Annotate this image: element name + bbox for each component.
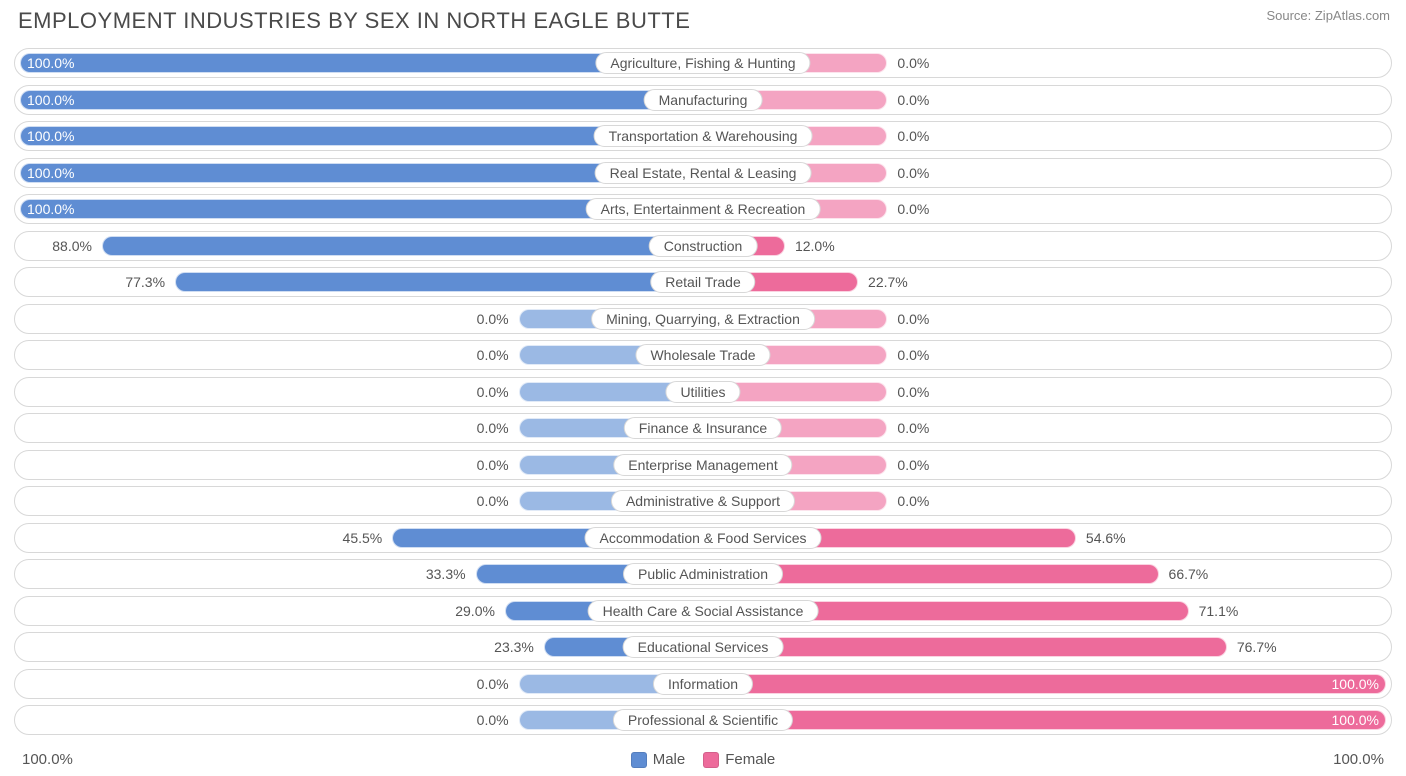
chart-row: 100.0% 0.0% Arts, Entertainment & Recreati…	[14, 194, 1392, 224]
pct-male-label: 77.3%	[125, 274, 165, 290]
pct-female-label: 0.0%	[897, 128, 929, 144]
chart-row: 100.0% 0.0% Professional & Scientific	[14, 705, 1392, 735]
pct-male-label: 100.0%	[27, 55, 74, 71]
category-label: Finance & Insurance	[624, 417, 782, 439]
pct-female-label: 0.0%	[897, 347, 929, 363]
legend: Male Female	[631, 751, 776, 768]
pct-male-label: 0.0%	[477, 311, 509, 327]
pct-female-label: 0.0%	[897, 311, 929, 327]
pct-female-label: 66.7%	[1169, 566, 1209, 582]
pct-male-label: 0.0%	[477, 493, 509, 509]
chart-footer: 100.0% Male Female 100.0%	[14, 751, 1392, 768]
category-label: Transportation & Warehousing	[594, 125, 813, 147]
chart-row: 77.3% 22.7% Retail Trade	[14, 267, 1392, 297]
pct-male-label: 100.0%	[27, 92, 74, 108]
pct-male-label: 88.0%	[52, 238, 92, 254]
chart-row: 23.3% 76.7% Educational Services	[14, 632, 1392, 662]
pct-female-label: 0.0%	[897, 165, 929, 181]
pct-male-label: 0.0%	[477, 676, 509, 692]
bar-male	[102, 236, 703, 256]
pct-female-label: 12.0%	[795, 238, 835, 254]
chart-row: 100.0% 0.0% Transportation & Warehousing	[14, 121, 1392, 151]
chart-title: EMPLOYMENT INDUSTRIES BY SEX IN NORTH EA…	[18, 8, 690, 34]
chart-row: 0.0% 0.0% Administrative & Support	[14, 486, 1392, 516]
pct-female-label: 76.7%	[1237, 639, 1277, 655]
legend-male: Male	[631, 751, 686, 768]
chart-row: 100.0% 0.0% Information	[14, 669, 1392, 699]
pct-male-label: 100.0%	[27, 201, 74, 217]
category-label: Accommodation & Food Services	[585, 527, 822, 549]
axis-left-label: 100.0%	[22, 751, 73, 768]
pct-female-label: 100.0%	[1332, 676, 1379, 692]
category-label: Public Administration	[623, 563, 783, 585]
category-label: Arts, Entertainment & Recreation	[586, 198, 821, 220]
chart-row: 88.0% 12.0% Construction	[14, 231, 1392, 261]
category-label: Wholesale Trade	[635, 344, 770, 366]
pct-female-label: 100.0%	[1332, 712, 1379, 728]
legend-female-swatch	[703, 752, 719, 768]
chart-row: 100.0% 0.0% Real Estate, Rental & Leasing	[14, 158, 1392, 188]
category-label: Agriculture, Fishing & Hunting	[595, 52, 810, 74]
pct-male-label: 23.3%	[494, 639, 534, 655]
pct-female-label: 0.0%	[897, 55, 929, 71]
pct-female-label: 0.0%	[897, 201, 929, 217]
category-label: Information	[653, 673, 753, 695]
chart-row: 45.5% 54.6% Accommodation & Food Services	[14, 523, 1392, 553]
bar-female: 100.0%	[703, 710, 1386, 730]
category-label: Utilities	[665, 381, 740, 403]
legend-male-label: Male	[653, 751, 686, 768]
pct-female-label: 54.6%	[1086, 530, 1126, 546]
category-label: Administrative & Support	[611, 490, 795, 512]
pct-male-label: 0.0%	[477, 712, 509, 728]
category-label: Enterprise Management	[613, 454, 792, 476]
chart-area: 100.0% 0.0% Agriculture, Fishing & Hunting…	[0, 38, 1406, 735]
chart-row: 0.0% 0.0% Enterprise Management	[14, 450, 1392, 480]
category-label: Health Care & Social Assistance	[588, 600, 819, 622]
chart-row: 29.0% 71.1% Health Care & Social Assistanc…	[14, 596, 1392, 626]
chart-row: 0.0% 0.0% Mining, Quarrying, & Extraction	[14, 304, 1392, 334]
pct-male-label: 0.0%	[477, 347, 509, 363]
pct-female-label: 71.1%	[1199, 603, 1239, 619]
pct-male-label: 29.0%	[455, 603, 495, 619]
pct-female-label: 0.0%	[897, 457, 929, 473]
category-label: Educational Services	[623, 636, 784, 658]
category-label: Manufacturing	[644, 89, 763, 111]
chart-row: 33.3% 66.7% Public Administration	[14, 559, 1392, 589]
chart-row: 100.0% 0.0% Agriculture, Fishing & Hunting	[14, 48, 1392, 78]
category-label: Mining, Quarrying, & Extraction	[591, 308, 815, 330]
chart-source: Source: ZipAtlas.com	[1266, 8, 1390, 23]
pct-male-label: 0.0%	[477, 420, 509, 436]
bar-female: 100.0%	[703, 674, 1386, 694]
pct-female-label: 22.7%	[868, 274, 908, 290]
axis-right-label: 100.0%	[1333, 751, 1384, 768]
chart-row: 0.0% 0.0% Utilities	[14, 377, 1392, 407]
bar-male: 100.0%	[20, 90, 703, 110]
pct-female-label: 0.0%	[897, 420, 929, 436]
category-label: Real Estate, Rental & Leasing	[595, 162, 812, 184]
bar-male	[175, 272, 703, 292]
category-label: Professional & Scientific	[613, 709, 793, 731]
pct-male-label: 33.3%	[426, 566, 466, 582]
pct-male-label: 0.0%	[477, 457, 509, 473]
chart-row: 100.0% 0.0% Manufacturing	[14, 85, 1392, 115]
pct-female-label: 0.0%	[897, 384, 929, 400]
pct-male-label: 100.0%	[27, 165, 74, 181]
pct-male-label: 100.0%	[27, 128, 74, 144]
legend-female-label: Female	[725, 751, 775, 768]
legend-female: Female	[703, 751, 775, 768]
pct-female-label: 0.0%	[897, 92, 929, 108]
category-label: Retail Trade	[650, 271, 755, 293]
pct-male-label: 45.5%	[343, 530, 383, 546]
pct-male-label: 0.0%	[477, 384, 509, 400]
category-label: Construction	[649, 235, 758, 257]
legend-male-swatch	[631, 752, 647, 768]
chart-header: EMPLOYMENT INDUSTRIES BY SEX IN NORTH EA…	[0, 0, 1406, 38]
chart-row: 0.0% 0.0% Wholesale Trade	[14, 340, 1392, 370]
chart-row: 0.0% 0.0% Finance & Insurance	[14, 413, 1392, 443]
pct-female-label: 0.0%	[897, 493, 929, 509]
